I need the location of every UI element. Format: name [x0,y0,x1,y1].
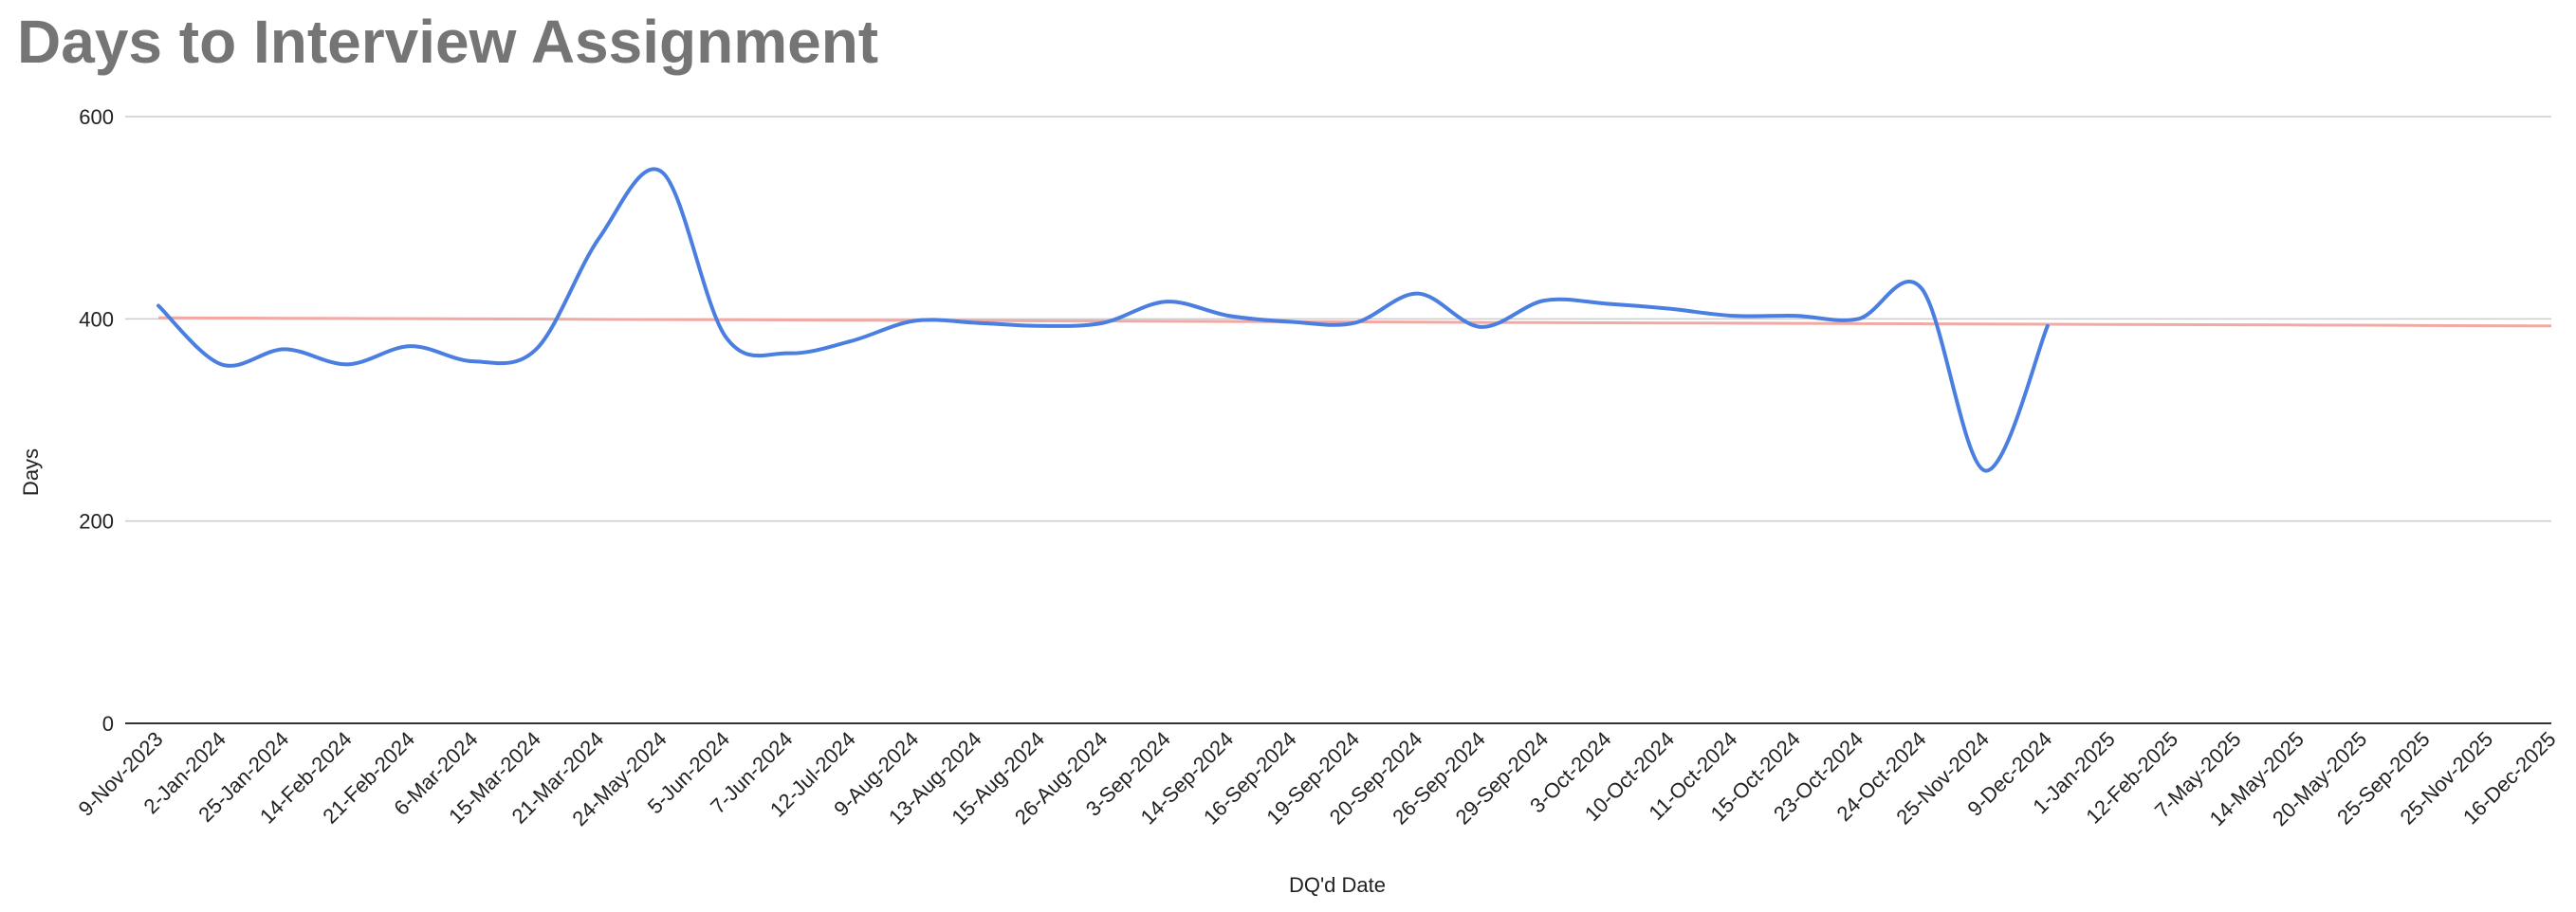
chart-title: Days to Interview Assignment [17,8,879,76]
y-axis-title: Days [19,448,43,496]
y-axis-ticks: 0 200 400 600 [79,105,114,736]
x-axis-title: DQ'd Date [1289,873,1386,897]
days-series [156,167,2050,473]
y-tick-label: 600 [79,105,114,129]
x-axis-ticks: 9-Nov-20232-Jan-202425-Jan-202414-Feb-20… [74,727,2561,830]
days-line [156,167,2050,473]
y-tick-label: 400 [79,307,114,331]
y-tick-label: 200 [79,510,114,534]
y-tick-label: 0 [102,712,114,736]
